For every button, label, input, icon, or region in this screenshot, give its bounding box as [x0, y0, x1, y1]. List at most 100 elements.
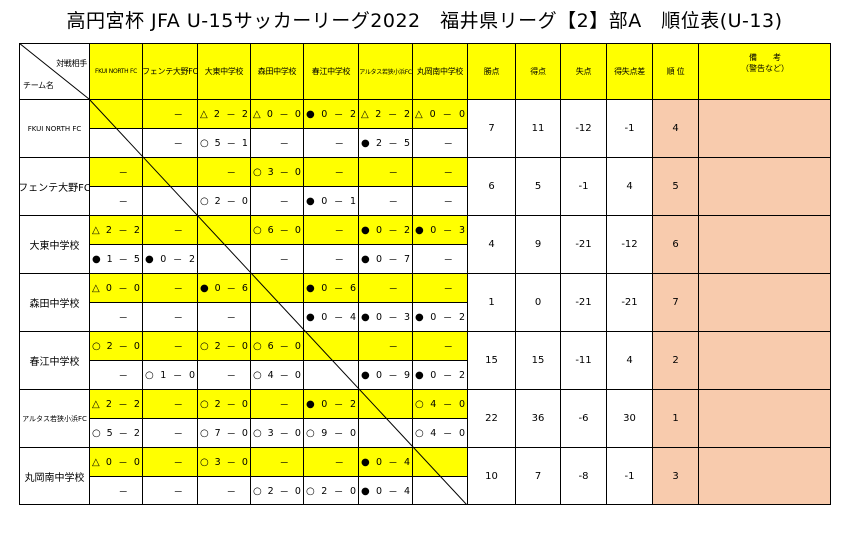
result-symbol: ● [361, 253, 370, 265]
result-symbol: △ [92, 224, 100, 236]
score-separator: － [118, 458, 128, 469]
stat-goal-diff: -12 [606, 215, 652, 273]
result-symbol: ○ [306, 485, 315, 497]
result-first-leg: － [303, 447, 358, 476]
no-match-dash: － [226, 371, 236, 382]
header-wins: 勝点 [467, 43, 515, 99]
score-separator: － [387, 110, 398, 121]
result-second-leg: － [250, 186, 303, 215]
result-second-leg: ● 0 － 1 [303, 186, 358, 215]
stat-wins: 22 [467, 389, 515, 447]
result-first-leg: － [142, 99, 197, 128]
score-separator: － [118, 226, 128, 237]
score-against: 2 [133, 427, 140, 439]
result-first-leg: － [358, 331, 412, 360]
result-first-leg: △ 2 － 2 [197, 99, 250, 128]
stat-final-rank [698, 389, 831, 447]
no-match-dash: － [226, 487, 236, 498]
result-second-leg: ● 0 － 9 [358, 360, 412, 389]
self-match-cell [412, 447, 467, 476]
score-against: 2 [458, 311, 465, 323]
score-for: 0 [375, 311, 382, 323]
result-second-leg: － [303, 128, 358, 157]
no-match-dash: － [173, 139, 183, 150]
remarks-cell [698, 331, 831, 389]
result-first-leg: － [142, 447, 197, 476]
no-match-dash: － [173, 110, 183, 121]
score-against: 2 [133, 398, 140, 410]
result-first-leg: － [89, 157, 142, 186]
score-against: 4 [349, 311, 356, 323]
result-second-leg: － [89, 360, 142, 389]
result-symbol: ● [200, 282, 209, 294]
score-separator: － [279, 429, 290, 440]
remarks-cell [698, 215, 831, 273]
stat-rank: 5 [652, 157, 698, 215]
score-for: 0 [321, 195, 328, 207]
result-first-leg: △ 0 － 0 [412, 99, 467, 128]
no-match-dash: － [279, 255, 289, 266]
score-against: 5 [403, 137, 410, 149]
score-separator: － [442, 429, 453, 440]
stat-rank: 4 [652, 99, 698, 157]
score-for: 2 [375, 137, 382, 149]
result-symbol: ○ [200, 398, 209, 410]
score-for: 0 [214, 282, 221, 294]
score-against: 4 [403, 456, 410, 468]
result-first-leg: － [250, 447, 303, 476]
result-symbol: ● [306, 195, 315, 207]
score-against: 0 [458, 108, 465, 120]
header-goals-for: 得点 [515, 43, 560, 99]
result-second-leg: ○ 2 － 0 [197, 186, 250, 215]
stat-rank: 3 [652, 447, 698, 505]
score-separator: － [333, 313, 344, 324]
score-separator: － [226, 458, 237, 469]
stat-goals-for: 0 [515, 273, 560, 331]
stat-goals-for: 9 [515, 215, 560, 273]
result-symbol: ○ [306, 427, 315, 439]
no-match-dash: － [118, 197, 128, 208]
result-first-leg: ● 0 － 4 [358, 447, 412, 476]
score-against: 0 [294, 485, 301, 497]
score-for: 2 [214, 195, 221, 207]
score-separator: － [172, 255, 183, 266]
result-symbol: ● [361, 311, 370, 323]
stat-wins: 10 [467, 447, 515, 505]
remarks-subtitle: （警告など） [741, 64, 789, 73]
result-first-leg: － [303, 157, 358, 186]
score-against: 0 [133, 456, 140, 468]
score-for: 2 [321, 485, 328, 497]
score-against: 6 [349, 282, 356, 294]
remarks-cell [698, 273, 831, 331]
stat-wins: 1 [467, 273, 515, 331]
no-match-dash: － [443, 284, 453, 295]
result-symbol: ● [92, 253, 101, 265]
opponent-header: 大東中学校 [197, 43, 250, 99]
no-match-dash: － [279, 400, 289, 411]
result-symbol: ○ [253, 427, 262, 439]
score-against: 0 [188, 369, 195, 381]
remarks-cell [698, 447, 831, 505]
result-second-leg: － [89, 476, 142, 505]
score-against: 3 [403, 311, 410, 323]
score-separator: － [279, 226, 290, 237]
result-symbol: ○ [253, 166, 262, 178]
self-match-cell [89, 99, 142, 128]
result-second-leg: － [412, 244, 467, 273]
opponent-header: 丸岡南中学校 [412, 43, 467, 99]
result-second-leg: － [197, 302, 250, 331]
result-second-leg: ● 0 － 4 [303, 302, 358, 331]
score-separator: － [333, 284, 344, 295]
no-match-dash: － [334, 226, 344, 237]
stat-goals-for: 15 [515, 331, 560, 389]
result-first-leg: ○ 2 － 0 [197, 331, 250, 360]
score-separator: － [333, 197, 344, 208]
header-rank: 順 位 [652, 43, 698, 99]
score-against: 0 [294, 369, 301, 381]
result-symbol: ● [361, 485, 370, 497]
stat-goals-against: -21 [560, 273, 606, 331]
no-match-dash: － [443, 342, 453, 353]
score-separator: － [388, 458, 398, 469]
score-against: 5 [133, 253, 140, 265]
no-match-dash: － [173, 458, 183, 469]
